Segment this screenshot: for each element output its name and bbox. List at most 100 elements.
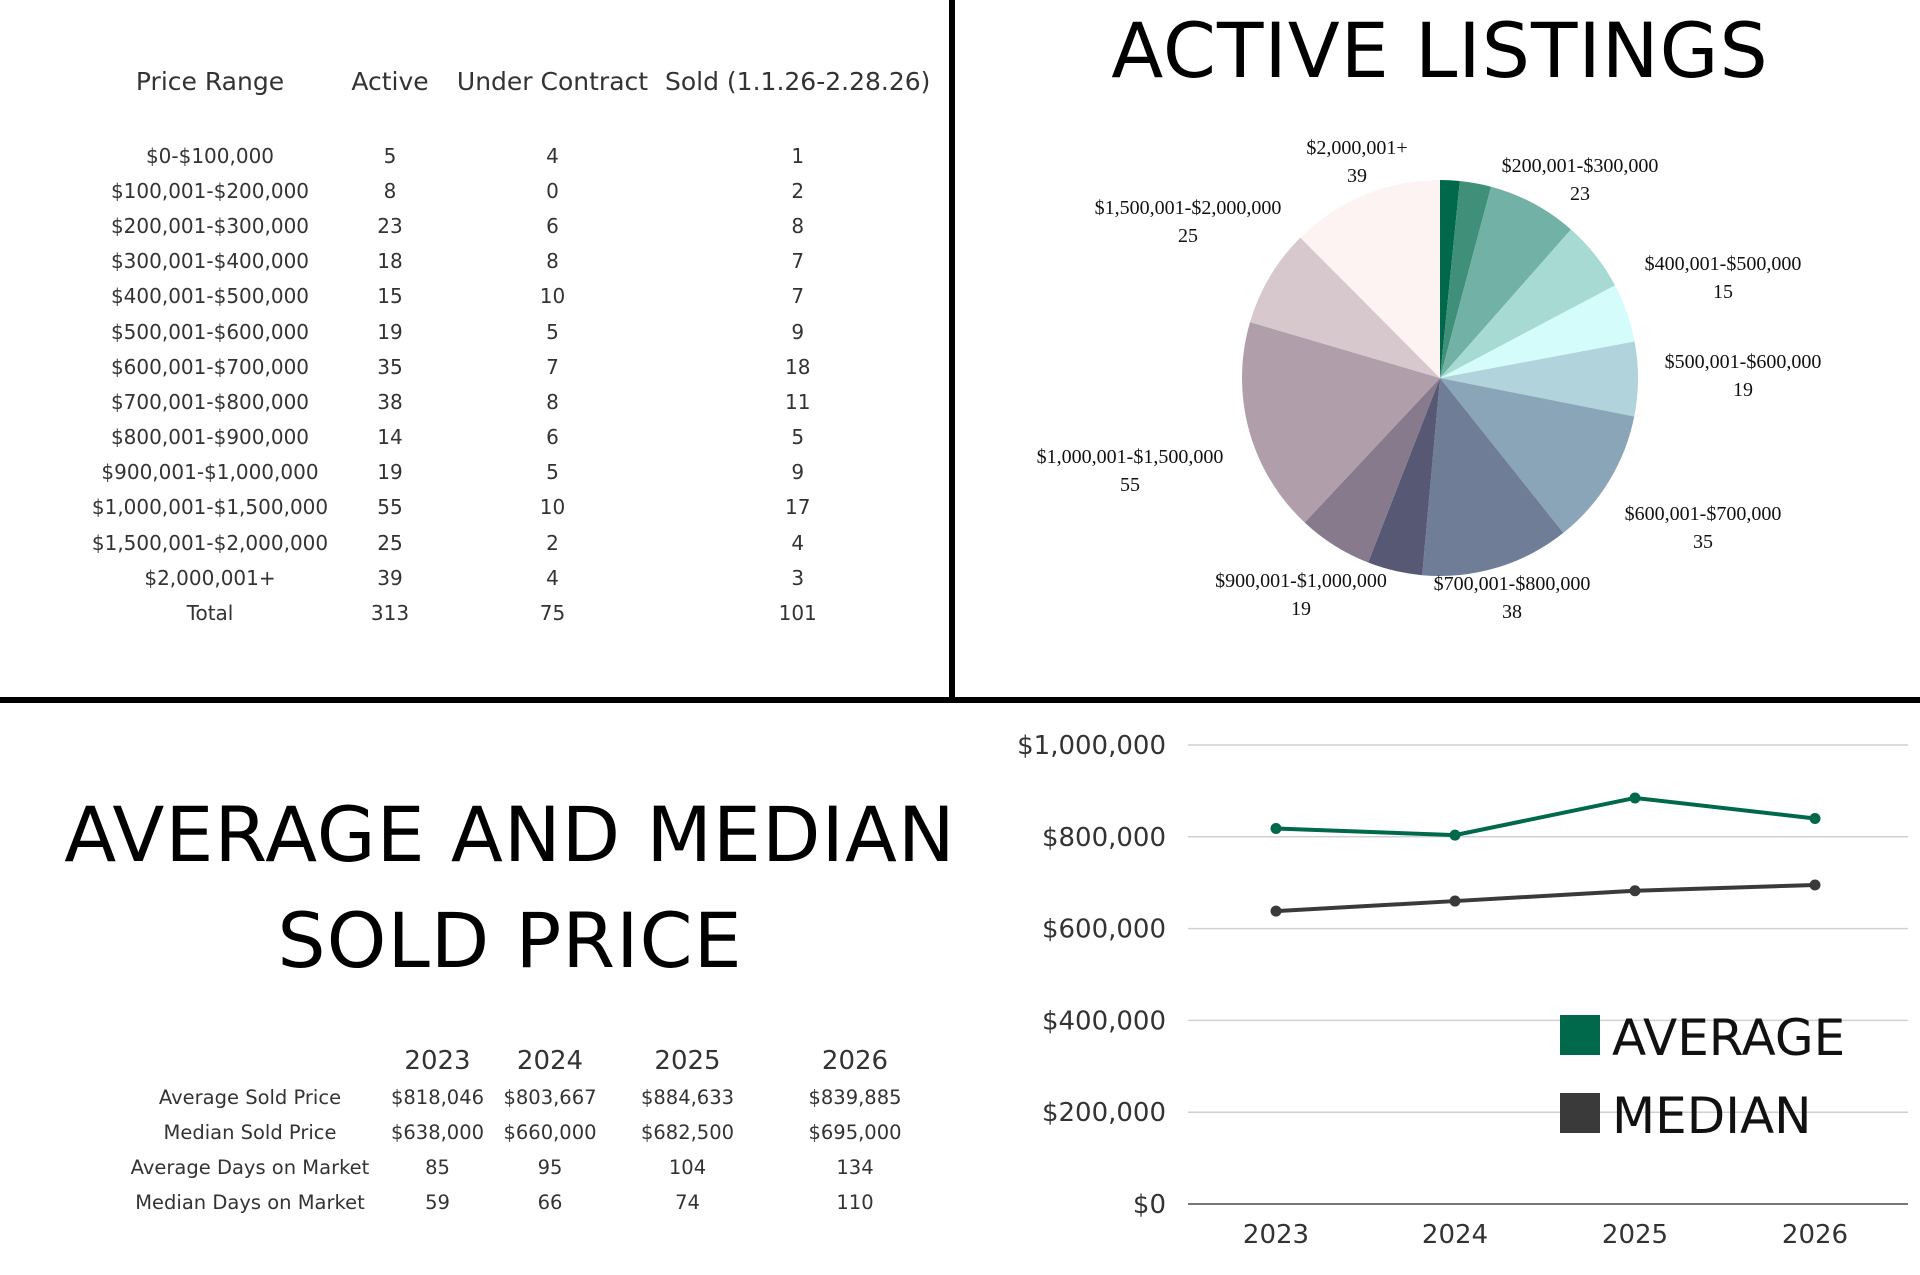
price-table-row: $600,001-$700,000 35 7 18	[80, 349, 930, 384]
legend-swatch-average	[1560, 1015, 1600, 1055]
price-table-row: $400,001-$500,000 15 10 7	[80, 279, 930, 314]
price-table-row: $1,500,001-$2,000,000 25 2 4	[80, 525, 930, 560]
avg-median-title: AVERAGE AND MEDIAN SOLD PRICE	[64, 790, 956, 985]
y-tick-label: $800,000	[1042, 823, 1166, 853]
price-table-row-cell: 3	[791, 565, 805, 590]
price-table-row: Total 313 75 101	[80, 595, 930, 630]
pie-slice-value: 38	[1502, 601, 1522, 623]
pie-slice	[1242, 322, 1440, 523]
price-table-row: $2,000,001+ 39 4 3	[80, 560, 930, 595]
x-tick-label: 2025	[1602, 1220, 1668, 1250]
y-tick-label: $1,000,000	[1017, 731, 1166, 761]
series-point-average	[1449, 829, 1461, 841]
pie-slice-label: $400,001-$500,000	[1645, 253, 1802, 275]
price-table-row-cell: 15	[377, 284, 403, 309]
pie-slice-label: $1,000,001-$1,500,000	[1037, 446, 1224, 468]
price-table-row-cell: $2,000,001+	[144, 565, 276, 590]
price-table-row-cell: 5	[546, 460, 559, 485]
series-point-average	[1809, 812, 1821, 824]
price-table-row-cell: 9	[791, 319, 805, 344]
stats-table-row-cell: 59	[425, 1191, 450, 1214]
x-tick-label: 2024	[1422, 1220, 1488, 1250]
stats-table-row-cell: 85	[425, 1156, 450, 1179]
price-table-row-cell: 11	[784, 389, 811, 414]
y-tick-label: $0	[1133, 1190, 1166, 1220]
price-table-row-cell: $200,001-$300,000	[110, 213, 310, 238]
header-active: Active	[351, 66, 429, 96]
pie-slice-value: 39	[1347, 165, 1367, 187]
price-table-row-cell: 35	[377, 354, 403, 379]
stats-table-row-cell: 74	[675, 1191, 700, 1214]
pie-slice	[1440, 378, 1635, 533]
price-table-row-cell: 313	[370, 601, 410, 626]
pie-slice	[1440, 180, 1492, 378]
price-table-row-cell: 6	[546, 425, 559, 450]
price-table-row-cell: 5	[791, 425, 805, 450]
pie-slice	[1440, 186, 1571, 378]
price-table-row: $300,001-$400,000 18 8 7	[80, 244, 930, 279]
pie-slice	[1422, 378, 1564, 576]
header-sold: Sold (1.1.26-2.28.26)	[665, 66, 931, 96]
stats-table-row-cell: Median Sold Price	[163, 1121, 337, 1144]
pie-slice-label: $900,001-$1,000,000	[1215, 570, 1387, 592]
pie-slice-label: $1,500,001-$2,000,000	[1095, 197, 1282, 219]
price-table-row-cell: 75	[539, 601, 566, 626]
price-table-row-cell: 0	[546, 178, 559, 203]
stats-table-row-cell: 134	[836, 1156, 874, 1179]
pie-slice	[1440, 285, 1635, 378]
sold-price-stats-table: 2023 2024 2025 2026 Average Sold Price $8…	[120, 1042, 940, 1220]
pie-slice	[1440, 229, 1615, 378]
pie-slice-label: $700,001-$800,000	[1434, 573, 1591, 595]
stats-header-blank	[120, 1042, 380, 1080]
pie-slice	[1304, 378, 1440, 563]
stats-table-row-cell: $695,000	[808, 1121, 902, 1144]
series-point-median	[1629, 885, 1641, 897]
pie-slice	[1368, 378, 1440, 576]
price-table-row-cell: $1,000,001-$1,500,000	[91, 495, 329, 520]
price-table-row: $0-$100,000 5 4 1	[80, 138, 930, 173]
y-tick-label: $600,000	[1042, 915, 1166, 945]
price-table-row-cell: 17	[784, 495, 811, 520]
price-table-row-cell: 9	[791, 460, 805, 485]
stats-table-body: Average Sold Price $818,046 $803,667 $884,6…	[120, 1080, 940, 1220]
price-table-row-cell: 1	[791, 143, 805, 168]
stats-table-row-cell: $638,000	[390, 1121, 485, 1144]
y-tick-label: $200,000	[1042, 1098, 1166, 1128]
price-table-row-cell: $800,001-$900,000	[110, 425, 310, 450]
x-tick-label: 2026	[1782, 1220, 1848, 1250]
price-table-row-cell: 18	[377, 249, 403, 274]
pie-slice	[1300, 180, 1440, 378]
stats-table-row-cell: 95	[537, 1156, 563, 1179]
stats-table-row-cell: $682,500	[640, 1121, 735, 1144]
price-table-row-cell: 39	[377, 565, 403, 590]
stats-table-row-cell: 104	[668, 1156, 707, 1179]
stats-header-2023: 2023	[404, 1046, 471, 1076]
stats-table-row-cell: 66	[537, 1191, 563, 1214]
stats-table-row: Average Days on Market 85 95 104 134	[120, 1150, 940, 1185]
stats-table-row-cell: $818,046	[390, 1086, 485, 1109]
price-table-row: $100,001-$200,000 8 0 2	[80, 173, 930, 208]
price-table-row-cell: 5	[546, 319, 559, 344]
pie-slice-value: 19	[1291, 598, 1311, 620]
pie-slice-label: $200,001-$300,000	[1502, 155, 1659, 177]
price-table-row-cell: $600,001-$700,000	[110, 354, 310, 379]
price-table-row-cell: 7	[546, 354, 559, 379]
header-under-contract: Under Contract	[456, 66, 649, 96]
price-table-row: $900,001-$1,000,000 19 5 9	[80, 455, 930, 490]
series-line-average	[1275, 795, 1816, 838]
price-table-row-cell: 10	[539, 284, 566, 309]
stats-header-2024: 2024	[516, 1046, 584, 1076]
series-point-median	[1449, 895, 1461, 907]
series-point-median	[1270, 905, 1282, 917]
price-table-row: $700,001-$800,000 38 8 11	[80, 384, 930, 419]
legend-label-average: AVERAGE	[1612, 1009, 1845, 1067]
price-table-row-cell: $300,001-$400,000	[110, 249, 310, 274]
horizontal-divider	[0, 697, 1920, 703]
series-point-average	[1270, 823, 1282, 835]
price-table-row-cell: 19	[377, 319, 403, 344]
active-listings-title: ACTIVE LISTINGS	[1111, 6, 1769, 95]
price-range-table: Price Range Active Under Contract Sold (…	[80, 58, 931, 631]
y-tick-label: $400,000	[1042, 1006, 1166, 1036]
price-table-row-cell: $400,001-$500,000	[110, 284, 310, 309]
pie-slice-label: $600,001-$700,000	[1625, 503, 1782, 525]
